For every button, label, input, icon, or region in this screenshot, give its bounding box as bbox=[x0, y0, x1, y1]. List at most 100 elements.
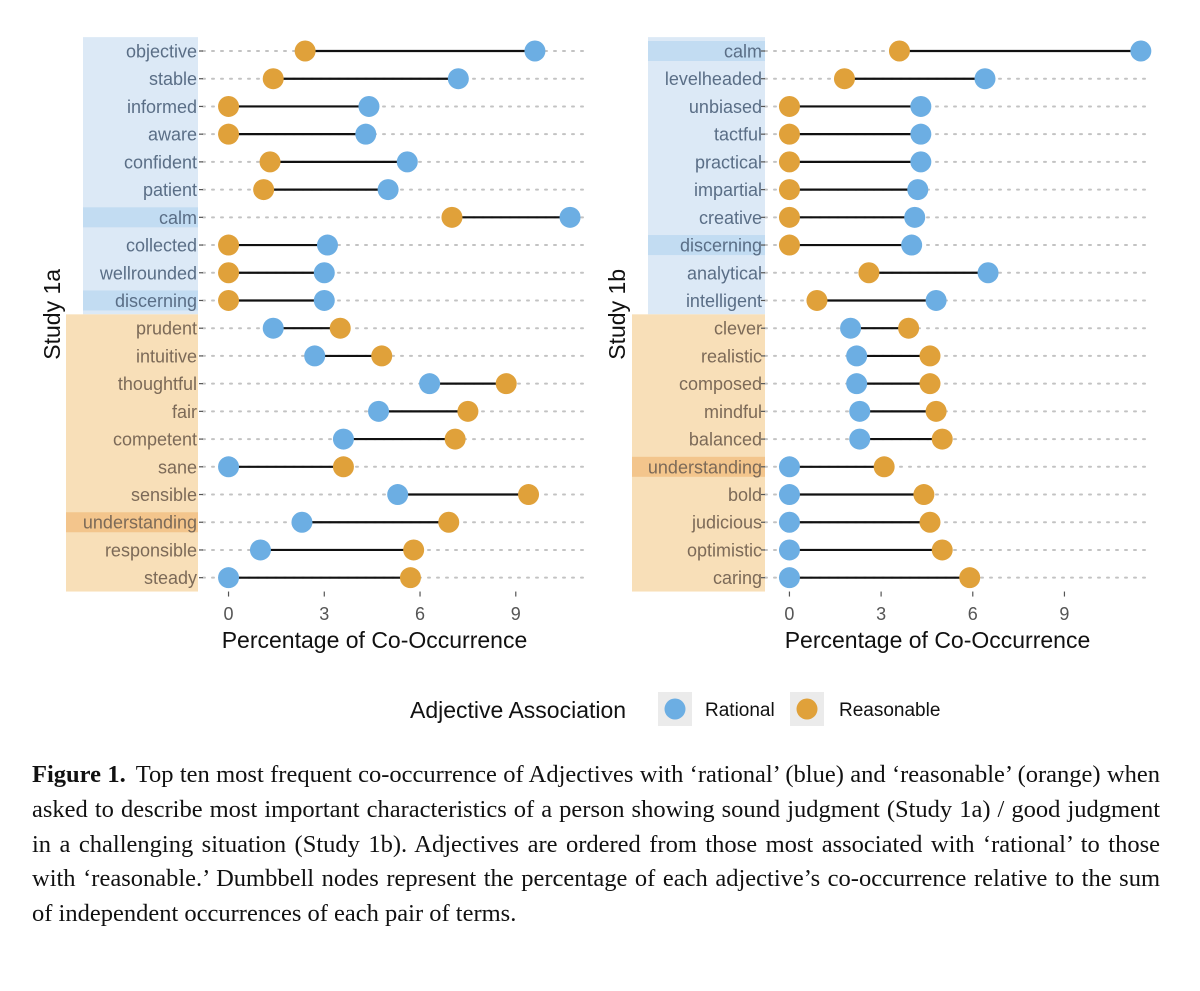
legend: Adjective Association Rational Reasonabl… bbox=[410, 692, 940, 726]
panel-study-1b: calm levelheaded unbiased tactful practical i… bbox=[604, 37, 1152, 653]
row-label-discerning: discerning bbox=[115, 291, 197, 311]
point-rational-optimistic bbox=[778, 539, 800, 561]
row-label-caring: caring bbox=[713, 568, 762, 588]
point-reasonable-collected bbox=[218, 234, 240, 256]
point-rational-caring bbox=[778, 567, 800, 589]
row-label-sane: sane bbox=[158, 457, 197, 477]
point-rational-calm bbox=[559, 206, 581, 228]
point-rational-judicious bbox=[778, 511, 800, 533]
row-label-objective: objective bbox=[126, 42, 197, 62]
point-rational-prudent bbox=[262, 317, 284, 339]
row-label-judicious: judicious bbox=[691, 513, 762, 533]
point-reasonable-optimistic bbox=[931, 539, 953, 561]
point-rational-unbiased bbox=[910, 95, 932, 117]
point-reasonable-understanding bbox=[438, 511, 460, 533]
point-rational-impartial bbox=[907, 179, 929, 201]
point-rational-calm bbox=[1130, 40, 1152, 62]
point-rational-discerning bbox=[901, 234, 923, 256]
point-rational-practical bbox=[910, 151, 932, 173]
x-tick-label-0: 0 bbox=[784, 604, 794, 624]
point-reasonable-informed bbox=[218, 95, 240, 117]
x-axis-title: Percentage of Co-Occurrence bbox=[222, 627, 528, 653]
point-reasonable-sensible bbox=[518, 484, 540, 506]
point-reasonable-objective bbox=[294, 40, 316, 62]
x-axis-title: Percentage of Co-Occurrence bbox=[785, 627, 1091, 653]
point-reasonable-prudent bbox=[329, 317, 351, 339]
point-reasonable-balanced bbox=[931, 428, 953, 450]
rational-category-band bbox=[648, 37, 765, 315]
point-rational-objective bbox=[524, 40, 546, 62]
row-label-steady: steady bbox=[144, 568, 197, 588]
caption-label: Figure 1. bbox=[32, 761, 126, 788]
panel-label: Study 1a bbox=[39, 269, 65, 360]
highlight-box-understanding bbox=[66, 512, 198, 533]
row-label-patient: patient bbox=[143, 180, 197, 200]
row-label-understanding: understanding bbox=[83, 513, 197, 533]
point-reasonable-analytical bbox=[858, 262, 880, 284]
legend-key-reasonable bbox=[796, 698, 818, 720]
row-label-mindful: mindful bbox=[704, 402, 762, 422]
point-reasonable-caring bbox=[959, 567, 981, 589]
point-reasonable-composed bbox=[919, 373, 941, 395]
row-label-clever: clever bbox=[714, 319, 762, 339]
point-reasonable-steady bbox=[399, 567, 421, 589]
caption-text: Top ten most frequent co-occurrence of A… bbox=[32, 761, 1160, 928]
point-rational-steady bbox=[218, 567, 240, 589]
figure-caption: Figure 1. Top ten most frequent co-occurr… bbox=[32, 758, 1160, 932]
row-label-intuitive: intuitive bbox=[136, 346, 197, 366]
highlight-box-calm bbox=[83, 207, 198, 228]
x-tick-label-9: 9 bbox=[1059, 604, 1069, 624]
point-rational-realistic bbox=[846, 345, 868, 367]
row-label-prudent: prudent bbox=[136, 319, 197, 339]
row-label-understanding: understanding bbox=[648, 457, 762, 477]
point-reasonable-intelligent bbox=[806, 289, 828, 311]
row-label-wellrounded: wellrounded bbox=[99, 263, 197, 283]
row-label-optimistic: optimistic bbox=[687, 540, 762, 560]
row-label-calm: calm bbox=[159, 208, 197, 228]
panel-study-1a: objective stable informed aware confident pat… bbox=[39, 37, 587, 653]
reasonable-category-band bbox=[66, 314, 198, 592]
point-rational-analytical bbox=[977, 262, 999, 284]
point-reasonable-impartial bbox=[778, 179, 800, 201]
row-label-fair: fair bbox=[172, 402, 197, 422]
row-label-calm: calm bbox=[724, 42, 762, 62]
point-rational-responsible bbox=[249, 539, 271, 561]
legend-key-rational bbox=[664, 698, 686, 720]
point-reasonable-creative bbox=[778, 206, 800, 228]
point-rational-wellrounded bbox=[313, 262, 335, 284]
point-rational-competent bbox=[332, 428, 354, 450]
panel-label: Study 1b bbox=[604, 269, 630, 360]
point-rational-mindful bbox=[849, 400, 871, 422]
point-reasonable-thoughtful bbox=[495, 373, 517, 395]
x-tick-label-3: 3 bbox=[876, 604, 886, 624]
point-rational-composed bbox=[846, 373, 868, 395]
point-rational-bold bbox=[778, 484, 800, 506]
legend-label-reasonable: Reasonable bbox=[839, 700, 940, 721]
point-reasonable-discerning bbox=[218, 289, 240, 311]
row-label-analytical: analytical bbox=[687, 263, 762, 283]
highlight-box-discerning bbox=[83, 290, 198, 311]
point-reasonable-understanding bbox=[873, 456, 895, 478]
point-rational-creative bbox=[904, 206, 926, 228]
point-reasonable-confident bbox=[259, 151, 281, 173]
row-label-balanced: balanced bbox=[689, 430, 762, 450]
row-label-impartial: impartial bbox=[694, 180, 762, 200]
point-reasonable-levelheaded bbox=[833, 68, 855, 90]
point-reasonable-mindful bbox=[925, 400, 947, 422]
point-reasonable-aware bbox=[218, 123, 240, 145]
point-rational-clever bbox=[840, 317, 862, 339]
point-rational-understanding bbox=[778, 456, 800, 478]
point-rational-understanding bbox=[291, 511, 313, 533]
point-reasonable-discerning bbox=[778, 234, 800, 256]
point-rational-collected bbox=[316, 234, 338, 256]
point-reasonable-unbiased bbox=[778, 95, 800, 117]
point-reasonable-tactful bbox=[778, 123, 800, 145]
highlight-box-discerning bbox=[648, 235, 765, 256]
row-label-discerning: discerning bbox=[680, 236, 762, 256]
point-rational-aware bbox=[355, 123, 377, 145]
point-rational-discerning bbox=[313, 289, 335, 311]
highlight-box-understanding bbox=[632, 456, 765, 477]
reasonable-category-band bbox=[632, 314, 765, 592]
point-reasonable-practical bbox=[778, 151, 800, 173]
